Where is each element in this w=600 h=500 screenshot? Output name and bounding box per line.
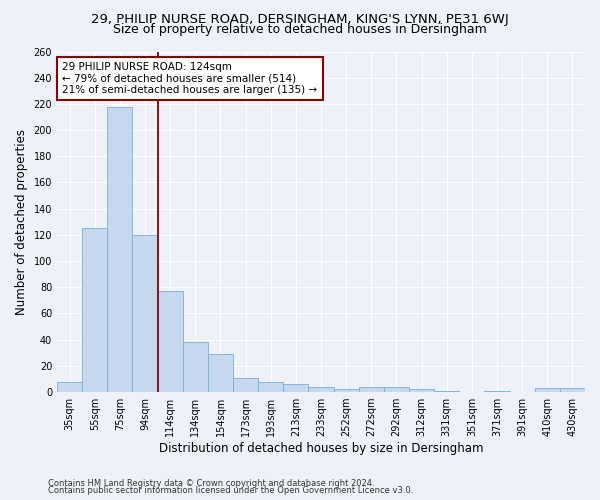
- Bar: [233, 378, 258, 392]
- Y-axis label: Number of detached properties: Number of detached properties: [15, 129, 28, 315]
- X-axis label: Distribution of detached houses by size in Dersingham: Distribution of detached houses by size …: [159, 442, 483, 455]
- Text: 29, PHILIP NURSE ROAD, DERSINGHAM, KING'S LYNN, PE31 6WJ: 29, PHILIP NURSE ROAD, DERSINGHAM, KING'…: [91, 12, 509, 26]
- Bar: [434, 391, 459, 392]
- Bar: [283, 384, 308, 392]
- Text: 29 PHILIP NURSE ROAD: 124sqm
← 79% of detached houses are smaller (514)
21% of s: 29 PHILIP NURSE ROAD: 124sqm ← 79% of de…: [62, 62, 317, 95]
- Bar: [57, 382, 82, 392]
- Bar: [409, 390, 434, 392]
- Bar: [158, 291, 183, 392]
- Bar: [535, 388, 560, 392]
- Bar: [484, 391, 509, 392]
- Text: Size of property relative to detached houses in Dersingham: Size of property relative to detached ho…: [113, 22, 487, 36]
- Text: Contains public sector information licensed under the Open Government Licence v3: Contains public sector information licen…: [48, 486, 413, 495]
- Bar: [258, 382, 283, 392]
- Bar: [133, 235, 158, 392]
- Bar: [334, 390, 359, 392]
- Bar: [384, 387, 409, 392]
- Bar: [308, 387, 334, 392]
- Bar: [560, 388, 585, 392]
- Bar: [183, 342, 208, 392]
- Bar: [359, 387, 384, 392]
- Bar: [107, 106, 133, 392]
- Text: Contains HM Land Registry data © Crown copyright and database right 2024.: Contains HM Land Registry data © Crown c…: [48, 478, 374, 488]
- Bar: [82, 228, 107, 392]
- Bar: [208, 354, 233, 392]
